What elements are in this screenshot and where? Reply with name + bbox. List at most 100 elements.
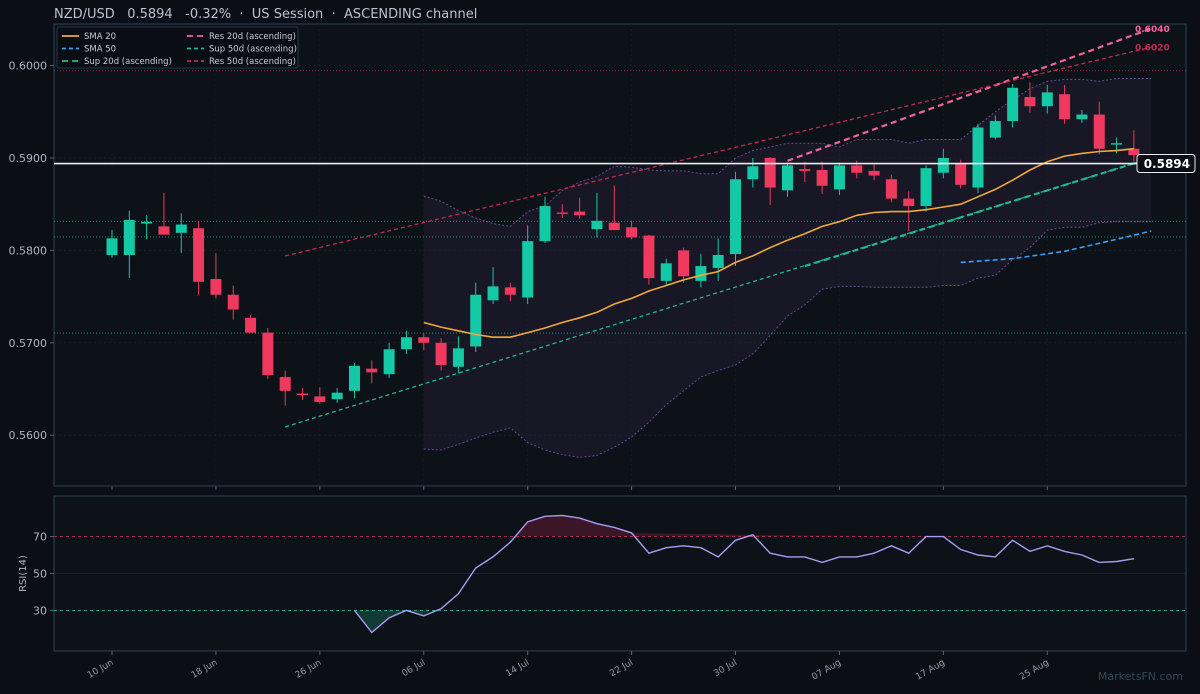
last-price-label: 0.5894 <box>1144 157 1190 171</box>
candle-body <box>1111 143 1123 145</box>
candle-body <box>504 287 516 295</box>
candle-body <box>799 169 811 171</box>
candle-body <box>366 368 378 373</box>
legend-label: Res 50d (ascending) <box>209 57 296 67</box>
trendline-end-label: 0.6040 <box>1135 25 1170 35</box>
candle-body <box>1041 92 1053 107</box>
header-channel: ASCENDING channel <box>344 7 477 22</box>
price-panel <box>53 23 1187 487</box>
candle-body <box>851 165 863 173</box>
candle-body <box>435 342 447 365</box>
header-symbol: NZD/USD <box>54 7 115 22</box>
time-tick-label: 06 Jul <box>400 658 427 679</box>
candle-body <box>868 170 880 176</box>
candle-body <box>1007 87 1019 122</box>
rsi-tick-label: 30 <box>33 604 47 617</box>
candle-body <box>955 163 967 185</box>
time-tick-label: 30 Jul <box>712 658 739 679</box>
time-tick-label: 25 Aug <box>1018 658 1051 683</box>
header-session: US Session <box>252 7 324 22</box>
rsi-tick-label: 70 <box>33 531 47 544</box>
candle-body <box>1024 96 1036 107</box>
candle-body <box>123 219 135 255</box>
candle-body <box>937 157 949 173</box>
candle-body <box>1076 114 1088 120</box>
candle-body <box>885 179 897 199</box>
time-tick-label: 22 Jul <box>608 658 635 679</box>
time-tick-label: 18 Jun <box>190 658 220 681</box>
sma50-line <box>960 230 1152 264</box>
candle-body <box>764 157 776 188</box>
candle-body <box>279 376 291 391</box>
candle-body <box>747 166 759 180</box>
candle-body <box>1059 94 1071 120</box>
time-tick-label: 07 Aug <box>810 658 843 683</box>
candle-body <box>1128 148 1140 156</box>
trendline <box>285 46 1152 257</box>
legend-label: Sup 20d (ascending) <box>84 57 172 67</box>
candle-body <box>730 179 742 255</box>
legend-label: SMA 20 <box>84 32 116 42</box>
candle-body <box>175 224 187 233</box>
candle-body <box>487 286 499 301</box>
candle-body <box>331 392 343 400</box>
time-tick-label: 26 Jun <box>294 658 324 681</box>
candle-body <box>470 294 482 347</box>
candle-body <box>106 238 118 255</box>
candle-body <box>400 337 412 350</box>
candle-body <box>418 337 430 343</box>
watermark: MarketsFN.com <box>1098 670 1183 683</box>
candle-body <box>712 255 724 268</box>
candle-body <box>816 169 828 186</box>
rsi-axis-label: RSI(14) <box>18 555 29 592</box>
rsi-oversold-fill <box>354 610 431 633</box>
candle-body <box>781 165 793 191</box>
price-tick-label: 0.5900 <box>9 152 48 165</box>
candle-body <box>972 127 984 188</box>
candle-body <box>245 317 257 333</box>
candle-body <box>348 365 360 391</box>
candle-body <box>158 226 170 235</box>
candle-body <box>1093 114 1105 149</box>
price-tick-label: 0.5600 <box>9 429 48 442</box>
header-separator: · <box>332 7 336 22</box>
candle-body <box>141 221 153 224</box>
candle-body <box>920 168 932 207</box>
legend-box <box>56 26 299 69</box>
candle-body <box>574 211 586 216</box>
candle-body <box>660 263 672 281</box>
candle-body <box>678 250 690 277</box>
candle-body <box>833 165 845 190</box>
candle-body <box>608 222 620 231</box>
candle-body <box>695 266 707 281</box>
candle-body <box>227 294 239 310</box>
header-separator: · <box>239 7 243 22</box>
time-tick-label: 10 Jun <box>86 658 116 681</box>
candle-body <box>989 121 1001 138</box>
candle-body <box>262 332 274 376</box>
candle-body <box>452 348 464 367</box>
candle-body <box>297 393 309 395</box>
candle-body <box>643 235 655 279</box>
price-tick-label: 0.5800 <box>9 244 48 257</box>
legend-label: SMA 50 <box>84 45 116 55</box>
candle-body <box>193 228 205 282</box>
candle-body <box>903 198 915 207</box>
candle-body <box>522 241 534 298</box>
legend-label: Res 20d (ascending) <box>209 32 296 42</box>
trendline <box>787 27 1152 162</box>
candle-body <box>556 212 568 214</box>
header-price: 0.5894 <box>127 7 173 22</box>
candle-body <box>210 279 222 295</box>
candle-body <box>314 396 326 402</box>
header-change: -0.32% <box>185 7 231 22</box>
bollinger-lower-line <box>423 221 1152 458</box>
chart-header: NZD/USD 0.5894 -0.32% · US Session · ASC… <box>54 7 477 22</box>
rsi-tick-label: 50 <box>33 568 47 581</box>
price-tick-label: 0.5700 <box>9 337 48 350</box>
legend-label: Sup 50d (ascending) <box>209 45 297 55</box>
last-price-badge <box>1136 154 1196 174</box>
candle-body <box>591 220 603 230</box>
